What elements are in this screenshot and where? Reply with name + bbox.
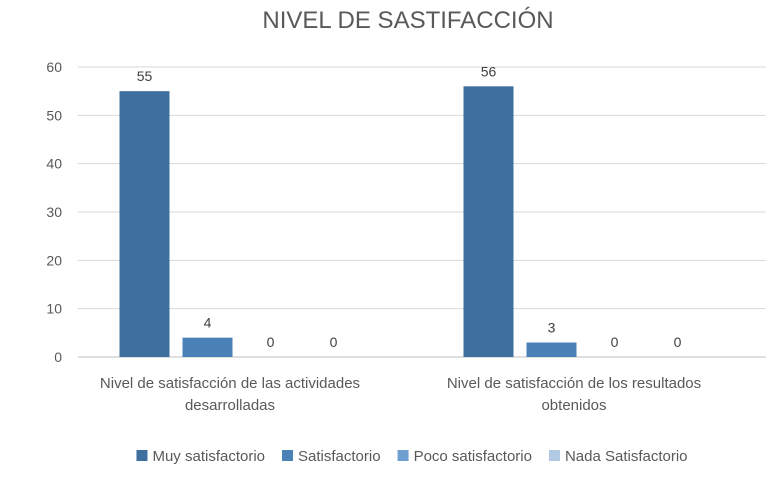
legend-label: Nada Satisfactorio (565, 448, 688, 465)
data-label: 0 (674, 334, 682, 350)
legend-item: Satisfactorio (282, 448, 381, 465)
legend-swatch (282, 450, 294, 461)
legend-swatch (548, 450, 560, 461)
legend-swatch (136, 450, 148, 461)
y-tick-label: 40 (46, 156, 62, 172)
data-label: 0 (330, 334, 338, 350)
legend-item: Poco satisfactorio (397, 448, 532, 465)
y-tick-label: 50 (46, 107, 62, 123)
chart-title: NIVEL DE SASTIFACCIÓN (262, 7, 553, 34)
legend-label: Muy satisfactorio (152, 448, 265, 465)
data-label: 56 (481, 63, 497, 79)
category-label: Nivel de satisfacción de los resultados o… (447, 375, 701, 414)
y-tick-label: 0 (54, 349, 62, 365)
legend-item: Nada Satisfactorio (548, 448, 688, 465)
category-label: Nivel de satisfacción de las actividades… (100, 375, 360, 414)
x-axis-categories: Nivel de satisfacción de las actividades… (100, 375, 701, 414)
y-tick-label: 60 (46, 59, 62, 75)
data-label: 0 (611, 334, 619, 350)
legend-swatch (397, 450, 409, 461)
y-tick-label: 20 (46, 252, 62, 268)
data-label: 55 (137, 68, 153, 84)
data-label: 3 (548, 320, 556, 336)
legend-label: Satisfactorio (298, 448, 381, 465)
bar (463, 86, 514, 357)
bar (182, 337, 233, 357)
legend: Muy satisfactorio Satisfactorio Poco satis… (136, 448, 688, 465)
data-labels: 55 4 0 0 56 3 0 0 (137, 63, 682, 350)
y-tick-label: 10 (46, 301, 62, 317)
gridlines (78, 66, 766, 358)
bar (119, 91, 170, 358)
data-label: 0 (267, 334, 275, 350)
bars (119, 86, 577, 358)
data-label: 4 (204, 315, 212, 331)
y-axis: 0 10 20 30 40 50 60 (46, 59, 62, 365)
legend-label: Poco satisfactorio (414, 448, 532, 465)
legend-item: Muy satisfactorio (136, 448, 265, 465)
y-tick-label: 30 (46, 204, 62, 220)
bar (526, 342, 577, 357)
